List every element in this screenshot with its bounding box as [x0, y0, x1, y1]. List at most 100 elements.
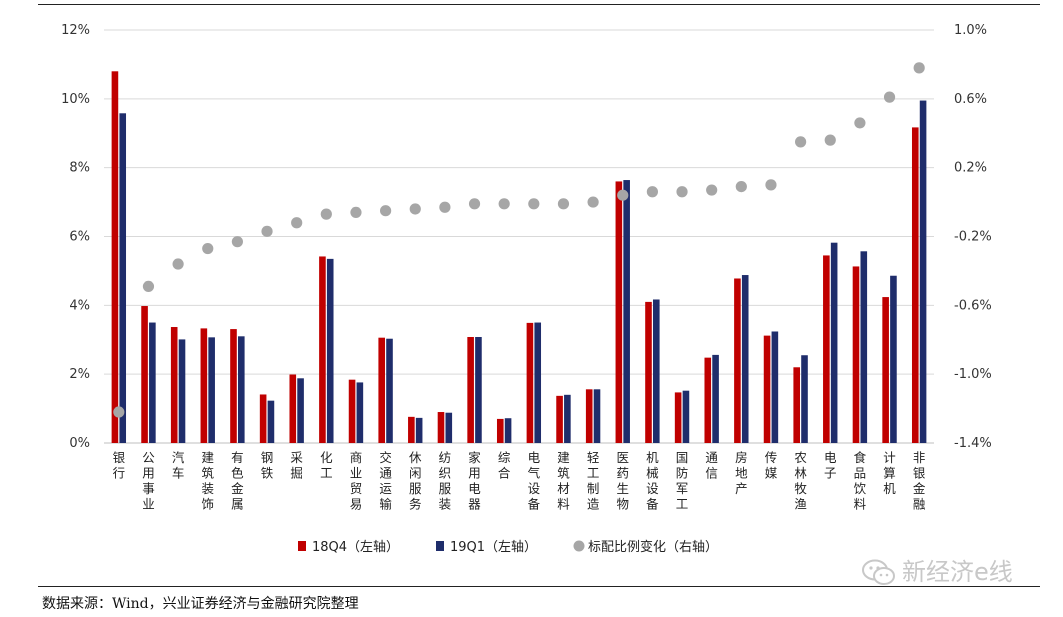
- svg-text:子: 子: [824, 466, 837, 481]
- source-note: 数据来源：Wind，兴业证券经济与金融研究院整理: [42, 596, 359, 612]
- svg-text:筑: 筑: [557, 466, 570, 481]
- point-allocation-change: [113, 406, 125, 418]
- point-allocation-change: [498, 198, 510, 210]
- y-left-tick-label: 12%: [61, 23, 90, 38]
- bar-18q4: [378, 337, 386, 443]
- bar-18q4: [674, 392, 682, 443]
- svg-text:业: 业: [350, 466, 363, 481]
- svg-text:材: 材: [557, 481, 570, 496]
- svg-text:牧: 牧: [794, 481, 807, 496]
- point-allocation-change: [350, 206, 362, 219]
- svg-text:信: 信: [705, 466, 718, 481]
- bar-18q4: [200, 328, 208, 443]
- x-tick-label: 房地产: [735, 450, 748, 496]
- svg-text:综: 综: [498, 450, 511, 465]
- x-tick-label: 传媒: [765, 450, 778, 481]
- svg-text:用: 用: [468, 466, 481, 481]
- point-allocation-change: [409, 203, 421, 215]
- top-rule: [38, 4, 1040, 5]
- legend-swatch: [298, 541, 306, 551]
- svg-text:电: 电: [468, 481, 481, 496]
- bar-19q1: [830, 242, 838, 443]
- bar-19q1: [356, 382, 364, 443]
- bar-19q1: [445, 412, 453, 443]
- y-right-tick-label: -1.4%: [954, 436, 992, 451]
- svg-text:饰: 饰: [201, 497, 214, 512]
- point-allocation-change: [765, 179, 777, 191]
- point-allocation-change: [291, 217, 303, 229]
- svg-text:用: 用: [142, 466, 155, 481]
- svg-text:防: 防: [676, 466, 689, 481]
- x-tick-label: 化工: [320, 450, 333, 481]
- bar-19q1: [652, 299, 660, 443]
- svg-text:制: 制: [587, 481, 600, 496]
- point-allocation-change: [824, 134, 836, 146]
- y-right-tick-label: -1.0%: [954, 367, 992, 382]
- bar-18q4: [496, 418, 504, 443]
- bar-18q4: [615, 181, 623, 443]
- svg-text:工: 工: [676, 497, 689, 512]
- svg-text:色: 色: [231, 466, 244, 481]
- bar-19q1: [712, 354, 719, 443]
- watermark: 新经济e线: [862, 552, 1013, 587]
- svg-text:料: 料: [557, 497, 570, 512]
- svg-text:地: 地: [735, 466, 748, 481]
- svg-text:算: 算: [883, 466, 896, 481]
- svg-text:汽: 汽: [172, 450, 185, 465]
- svg-text:属: 属: [231, 497, 244, 512]
- bar-19q1: [919, 100, 927, 443]
- bar-19q1: [564, 394, 571, 443]
- svg-text:渔: 渔: [794, 497, 807, 512]
- svg-text:金: 金: [231, 481, 244, 496]
- bar-18q4: [852, 266, 860, 443]
- point-allocation-change: [172, 258, 184, 270]
- bar-19q1: [149, 322, 156, 443]
- point-allocation-change: [617, 189, 629, 201]
- y-right-tick-label: 1.0%: [954, 23, 987, 38]
- svg-text:金: 金: [913, 481, 926, 496]
- svg-text:装: 装: [201, 481, 214, 496]
- svg-text:家: 家: [468, 450, 481, 465]
- bar-19q1: [386, 338, 393, 443]
- bar-18q4: [793, 367, 801, 443]
- y-left-tick-label: 6%: [69, 230, 90, 245]
- svg-text:织: 织: [439, 466, 452, 481]
- y-right-tick-label: -0.6%: [954, 298, 992, 313]
- svg-text:务: 务: [409, 497, 422, 512]
- bar-18q4: [437, 412, 445, 443]
- bar-18q4: [289, 374, 297, 443]
- svg-text:备: 备: [528, 497, 541, 512]
- svg-text:钢: 钢: [261, 450, 274, 465]
- point-allocation-change: [587, 196, 599, 208]
- bar-18q4: [467, 336, 474, 443]
- svg-text:电: 电: [824, 450, 837, 465]
- svg-text:林: 林: [794, 466, 807, 481]
- point-allocation-change: [676, 186, 688, 198]
- point-allocation-change: [142, 280, 155, 293]
- svg-text:产: 产: [735, 481, 748, 496]
- point-allocation-change: [231, 236, 243, 248]
- svg-text:通: 通: [379, 466, 392, 481]
- svg-text:机: 机: [883, 481, 896, 496]
- svg-text:传: 传: [765, 450, 778, 465]
- svg-text:贸: 贸: [350, 481, 363, 496]
- bar-18q4: [763, 335, 771, 443]
- bar-19q1: [237, 336, 245, 443]
- bar-19q1: [326, 258, 334, 443]
- wechat-icon: [862, 559, 895, 585]
- point-allocation-change: [320, 208, 332, 220]
- legend-swatch: [573, 540, 585, 552]
- svg-text:通: 通: [705, 450, 718, 465]
- svg-text:备: 备: [646, 497, 659, 512]
- svg-text:融: 融: [913, 497, 926, 512]
- svg-text:服: 服: [439, 481, 452, 496]
